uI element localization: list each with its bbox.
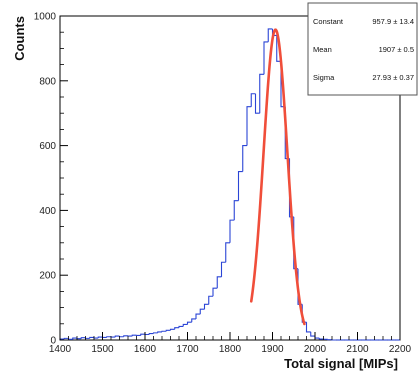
histogram-bin <box>220 261 226 277</box>
histogram-bin <box>250 93 256 107</box>
stats-value-constant: 957.9 ± 13.4 <box>372 17 414 26</box>
x-tick-label: 2100 <box>346 344 369 355</box>
histogram-bin <box>237 170 243 201</box>
histogram-bin <box>191 318 196 323</box>
histogram-bin <box>140 333 145 336</box>
y-tick-label: 400 <box>39 206 56 217</box>
y-axis-title: Counts <box>12 16 27 61</box>
histogram-bin <box>106 336 111 338</box>
x-tick-label: 1500 <box>91 344 114 355</box>
histogram-bin <box>246 106 252 146</box>
histogram-bin <box>97 336 103 339</box>
y-tick-label: 0 <box>50 336 56 347</box>
histogram-bin <box>225 242 230 263</box>
histogram-bin <box>161 330 167 332</box>
stats-label-sigma: Sigma <box>313 73 335 82</box>
histogram-bin <box>233 200 239 221</box>
stats-label-constant: Constant <box>313 17 344 26</box>
histogram-bin <box>89 336 94 339</box>
histogram-bin <box>259 73 264 114</box>
x-tick-label: 1400 <box>49 344 72 355</box>
histogram-bin <box>123 335 128 337</box>
histogram-bin <box>199 308 205 315</box>
x-tick-label: 1700 <box>176 344 199 355</box>
y-axis: 0 200 400 600 800 1000 <box>34 12 68 347</box>
x-axis: 1400 1500 1600 1700 1800 1900 2000 2100 2200 <box>49 332 412 355</box>
y-tick-label: 600 <box>39 141 56 152</box>
x-axis-title: Total signal [MIPs] <box>284 356 398 371</box>
histogram-bin <box>174 327 179 330</box>
histogram-bin <box>212 287 218 297</box>
histogram-bin <box>63 337 69 340</box>
histogram-bin <box>229 219 235 243</box>
stats-label-mean: Mean <box>313 45 332 54</box>
x-tick-label: 1600 <box>134 344 157 355</box>
histogram-bin <box>216 276 222 289</box>
gaussian-fit <box>249 28 306 326</box>
histogram-bin <box>182 323 188 327</box>
histogram-bin <box>267 28 273 42</box>
histogram-bin <box>318 338 324 340</box>
histogram-bin <box>114 335 120 338</box>
y-tick-label: 1000 <box>34 12 57 23</box>
histogram-bin <box>80 337 86 339</box>
histogram-bin <box>169 328 175 331</box>
fit-stats-box: Constant 957.9 ± 13.4 Mean 1907 ± 0.5 Si… <box>307 2 418 96</box>
histogram-bin <box>165 329 171 332</box>
histogram-bin <box>263 41 269 75</box>
x-tick-label: 2200 <box>389 344 412 355</box>
histogram-bin <box>242 145 247 172</box>
histogram-bin <box>178 325 184 328</box>
fit-curve <box>249 28 306 326</box>
stats-box-frame <box>307 2 418 96</box>
histogram-bin <box>276 35 281 62</box>
histogram-bin <box>131 334 137 337</box>
stats-value-sigma: 27.93 ± 0.37 <box>372 73 414 82</box>
histogram-bin <box>305 322 311 333</box>
histogram-bin <box>310 331 315 337</box>
histogram-bin <box>195 313 201 319</box>
histogram-bin <box>157 331 162 333</box>
histogram-bin <box>254 93 260 114</box>
histogram-bin <box>208 295 213 305</box>
histogram-bin <box>72 337 77 340</box>
histogram-bin <box>152 332 158 334</box>
x-tick-label: 2000 <box>304 344 327 355</box>
histogram-bin <box>186 321 192 325</box>
x-tick-label: 1800 <box>219 344 242 355</box>
histogram-bin <box>148 332 154 335</box>
x-tick-label: 1900 <box>261 344 284 355</box>
y-tick-label: 800 <box>39 76 56 87</box>
stats-value-mean: 1907 ± 0.5 <box>379 45 414 54</box>
y-tick-label: 200 <box>39 271 56 282</box>
histogram-bin <box>203 303 209 310</box>
